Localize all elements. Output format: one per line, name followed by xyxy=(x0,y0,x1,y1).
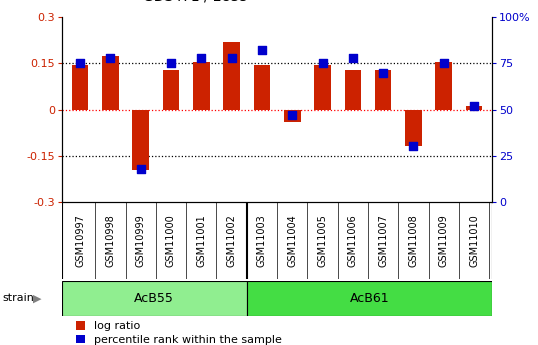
Text: AcB55: AcB55 xyxy=(134,292,174,305)
Point xyxy=(409,144,418,149)
Bar xyxy=(247,281,492,316)
Point xyxy=(440,61,448,66)
Text: GSM11010: GSM11010 xyxy=(469,214,479,267)
Text: ▶: ▶ xyxy=(33,294,42,303)
Text: GSM10999: GSM10999 xyxy=(136,214,146,267)
Point xyxy=(318,61,327,66)
Text: GSM11003: GSM11003 xyxy=(257,214,267,267)
Text: GSM11004: GSM11004 xyxy=(287,214,297,267)
Bar xyxy=(344,70,361,110)
Text: GSM11002: GSM11002 xyxy=(226,214,237,267)
Text: strain: strain xyxy=(3,294,34,303)
Text: GSM10997: GSM10997 xyxy=(75,214,85,267)
Point xyxy=(258,48,266,53)
Point xyxy=(136,166,145,171)
Text: GSM11008: GSM11008 xyxy=(408,214,419,267)
Point xyxy=(349,55,357,61)
Text: GSM10998: GSM10998 xyxy=(105,214,115,267)
Text: GSM11006: GSM11006 xyxy=(348,214,358,267)
Bar xyxy=(132,110,149,169)
Text: AcB61: AcB61 xyxy=(350,292,390,305)
Point xyxy=(106,55,115,61)
Point xyxy=(197,55,206,61)
Bar xyxy=(405,110,422,147)
Point xyxy=(227,55,236,61)
Bar xyxy=(102,56,119,110)
Point xyxy=(76,61,84,66)
Text: GSM11001: GSM11001 xyxy=(196,214,206,267)
Text: GSM11005: GSM11005 xyxy=(317,214,328,267)
Text: GDS471 / 2835: GDS471 / 2835 xyxy=(143,0,247,3)
Bar xyxy=(162,70,179,110)
Bar xyxy=(284,110,301,122)
Point xyxy=(379,70,387,76)
Bar xyxy=(466,107,483,110)
Text: GSM11000: GSM11000 xyxy=(166,214,176,267)
Bar xyxy=(193,62,210,110)
Bar xyxy=(435,62,452,110)
Bar xyxy=(62,281,247,316)
Bar xyxy=(253,65,270,110)
Point xyxy=(470,103,478,109)
Text: GSM11009: GSM11009 xyxy=(439,214,449,267)
Point xyxy=(288,112,296,118)
Point xyxy=(167,61,175,66)
Bar xyxy=(223,42,240,110)
Bar xyxy=(314,65,331,110)
Legend: log ratio, percentile rank within the sample: log ratio, percentile rank within the sa… xyxy=(76,321,282,345)
Text: GSM11007: GSM11007 xyxy=(378,214,388,267)
Bar xyxy=(375,70,392,110)
Bar xyxy=(72,65,88,110)
